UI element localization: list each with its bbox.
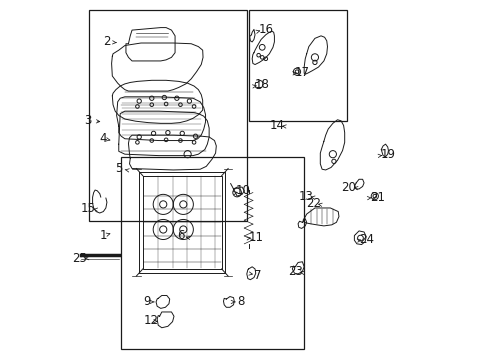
Bar bbox=[89, 10, 247, 221]
Text: 4: 4 bbox=[99, 132, 107, 145]
Text: 24: 24 bbox=[360, 233, 374, 246]
Text: 23: 23 bbox=[288, 265, 303, 278]
Text: 17: 17 bbox=[295, 66, 310, 79]
Text: 19: 19 bbox=[380, 148, 395, 161]
Text: 18: 18 bbox=[255, 78, 270, 91]
Text: 8: 8 bbox=[238, 296, 245, 309]
Text: 16: 16 bbox=[258, 23, 273, 36]
Text: 22: 22 bbox=[306, 197, 320, 210]
Text: 11: 11 bbox=[248, 231, 263, 244]
Text: 3: 3 bbox=[85, 114, 92, 127]
Text: 21: 21 bbox=[370, 191, 385, 204]
Text: 13: 13 bbox=[298, 190, 314, 203]
Text: 7: 7 bbox=[254, 269, 261, 282]
Text: 9: 9 bbox=[144, 296, 151, 309]
Text: 5: 5 bbox=[115, 162, 122, 175]
Text: 12: 12 bbox=[144, 314, 159, 328]
Text: 2: 2 bbox=[103, 35, 111, 49]
Bar bbox=[122, 157, 304, 348]
Text: 20: 20 bbox=[342, 181, 356, 194]
Text: 15: 15 bbox=[81, 202, 96, 215]
Text: 1: 1 bbox=[99, 229, 107, 242]
Text: 6: 6 bbox=[177, 229, 184, 242]
Text: 10: 10 bbox=[236, 184, 251, 197]
Bar bbox=[248, 10, 347, 121]
Text: 25: 25 bbox=[72, 252, 87, 265]
Text: 14: 14 bbox=[270, 119, 285, 132]
